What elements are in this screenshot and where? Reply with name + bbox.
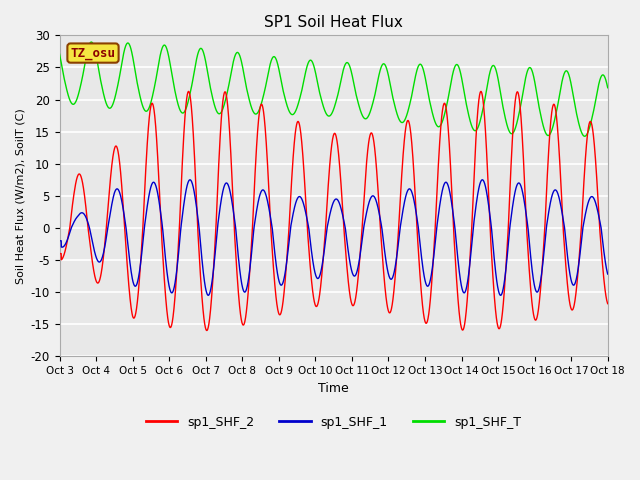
sp1_SHF_2 bbox=[290, 145, 298, 151]
sp1_SHF_1 bbox=[604, 271, 612, 277]
sp1_SHF_2 bbox=[604, 301, 612, 307]
sp1_SHF_2 bbox=[56, 251, 63, 256]
sp1_SHF_2 bbox=[593, 184, 601, 190]
sp1_SHF_1 bbox=[290, 209, 298, 215]
sp1_SHF_2 bbox=[266, 212, 274, 217]
sp1_SHF_2 bbox=[118, 187, 126, 193]
sp1_SHF_T bbox=[604, 85, 612, 91]
sp1_SHF_T bbox=[56, 51, 63, 57]
sp1_SHF_T bbox=[581, 133, 589, 139]
sp1_SHF_T bbox=[266, 62, 274, 68]
Text: TZ_osu: TZ_osu bbox=[70, 47, 115, 60]
sp1_SHF_1 bbox=[118, 200, 126, 205]
sp1_SHF_T bbox=[290, 111, 298, 117]
sp1_SHF_T bbox=[534, 98, 542, 104]
sp1_SHF_T bbox=[88, 39, 95, 45]
sp1_SHF_T bbox=[118, 58, 126, 63]
sp1_SHF_2 bbox=[534, 308, 542, 314]
sp1_SHF_1 bbox=[151, 180, 159, 186]
sp1_SHF_2 bbox=[185, 88, 193, 94]
Line: sp1_SHF_T: sp1_SHF_T bbox=[60, 42, 608, 136]
sp1_SHF_2 bbox=[203, 328, 211, 334]
sp1_SHF_1 bbox=[497, 292, 504, 298]
X-axis label: Time: Time bbox=[318, 382, 349, 395]
Title: SP1 Soil Heat Flux: SP1 Soil Heat Flux bbox=[264, 15, 403, 30]
sp1_SHF_2 bbox=[151, 111, 159, 117]
Legend: sp1_SHF_2, sp1_SHF_1, sp1_SHF_T: sp1_SHF_2, sp1_SHF_1, sp1_SHF_T bbox=[141, 411, 526, 434]
Line: sp1_SHF_1: sp1_SHF_1 bbox=[60, 180, 608, 295]
sp1_SHF_1 bbox=[593, 206, 601, 212]
sp1_SHF_1 bbox=[56, 238, 63, 244]
Y-axis label: Soil Heat Flux (W/m2), SoilT (C): Soil Heat Flux (W/m2), SoilT (C) bbox=[15, 108, 25, 284]
sp1_SHF_1 bbox=[534, 288, 542, 294]
sp1_SHF_T bbox=[593, 88, 601, 94]
sp1_SHF_1 bbox=[479, 177, 486, 183]
Line: sp1_SHF_2: sp1_SHF_2 bbox=[60, 91, 608, 331]
sp1_SHF_1 bbox=[266, 210, 273, 216]
sp1_SHF_T bbox=[151, 83, 159, 88]
